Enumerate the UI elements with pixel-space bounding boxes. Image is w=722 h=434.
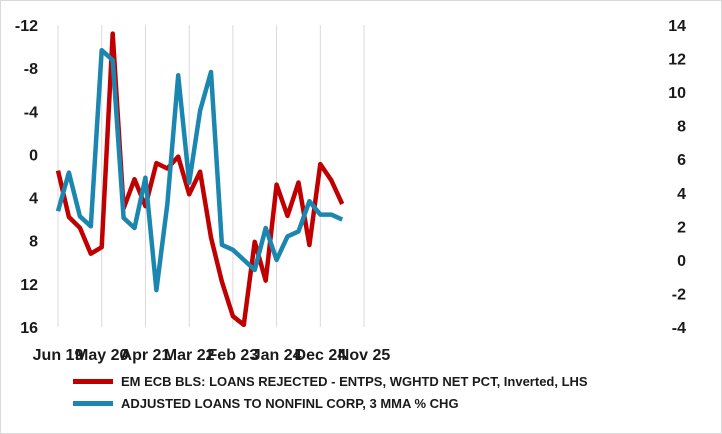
- right-tick-label: 14: [668, 18, 686, 35]
- left-tick-label: 16: [20, 320, 38, 337]
- x-tick-label: May 20: [75, 347, 128, 364]
- left-tick-label: -12: [15, 18, 38, 35]
- right-tick-label: 4: [677, 186, 686, 203]
- legend-label: EM ECB BLS: LOANS REJECTED - ENTPS, WGHT…: [121, 373, 588, 389]
- right-tick-label: 10: [668, 85, 686, 102]
- right-tick-label: -4: [672, 320, 686, 337]
- x-tick-label: Feb 23: [208, 347, 259, 364]
- x-tick-label: Dec 24: [295, 347, 347, 364]
- x-tick-label: Mar 22: [164, 347, 215, 364]
- legend-item-loans-rejected[interactable]: EM ECB BLS: LOANS REJECTED - ENTPS, WGHT…: [73, 370, 588, 392]
- right-tick-label: 6: [677, 152, 686, 169]
- right-axis: -4 -2 0 2 4 6 8 10 12 14: [668, 18, 686, 337]
- left-tick-label: 0: [29, 147, 38, 164]
- x-tick-label: Jan 24: [252, 347, 302, 364]
- right-tick-label: 8: [677, 119, 686, 136]
- legend-item-adjusted-loans[interactable]: ADJUSTED LOANS TO NONFINL CORP, 3 MMA % …: [73, 392, 588, 414]
- x-tick-label: Apr 21: [121, 347, 171, 364]
- legend: EM ECB BLS: LOANS REJECTED - ENTPS, WGHT…: [73, 370, 588, 414]
- x-tick-label: Jun 19: [33, 347, 84, 364]
- x-tick-label: Nov 25: [338, 347, 391, 364]
- legend-swatch-red: [73, 378, 113, 384]
- right-tick-label: -2: [672, 286, 686, 303]
- left-tick-label: 8: [29, 234, 38, 251]
- left-axis: -12 -8 -4 0 4 8 12 16: [15, 18, 38, 337]
- right-tick-label: 0: [677, 253, 686, 270]
- legend-label: ADJUSTED LOANS TO NONFINL CORP, 3 MMA % …: [121, 395, 459, 411]
- right-tick-label: 2: [677, 219, 686, 236]
- series-layer: [55, 31, 345, 328]
- series-line-adjusted-loans: [55, 47, 344, 293]
- left-tick-label: 12: [20, 277, 38, 294]
- right-tick-label: 12: [668, 52, 686, 69]
- legend-swatch-blue: [73, 400, 113, 406]
- left-tick-label: 4: [29, 191, 38, 208]
- left-tick-label: -8: [24, 61, 38, 78]
- left-tick-label: -4: [24, 104, 38, 121]
- series-line-loans-rejected: [55, 31, 345, 328]
